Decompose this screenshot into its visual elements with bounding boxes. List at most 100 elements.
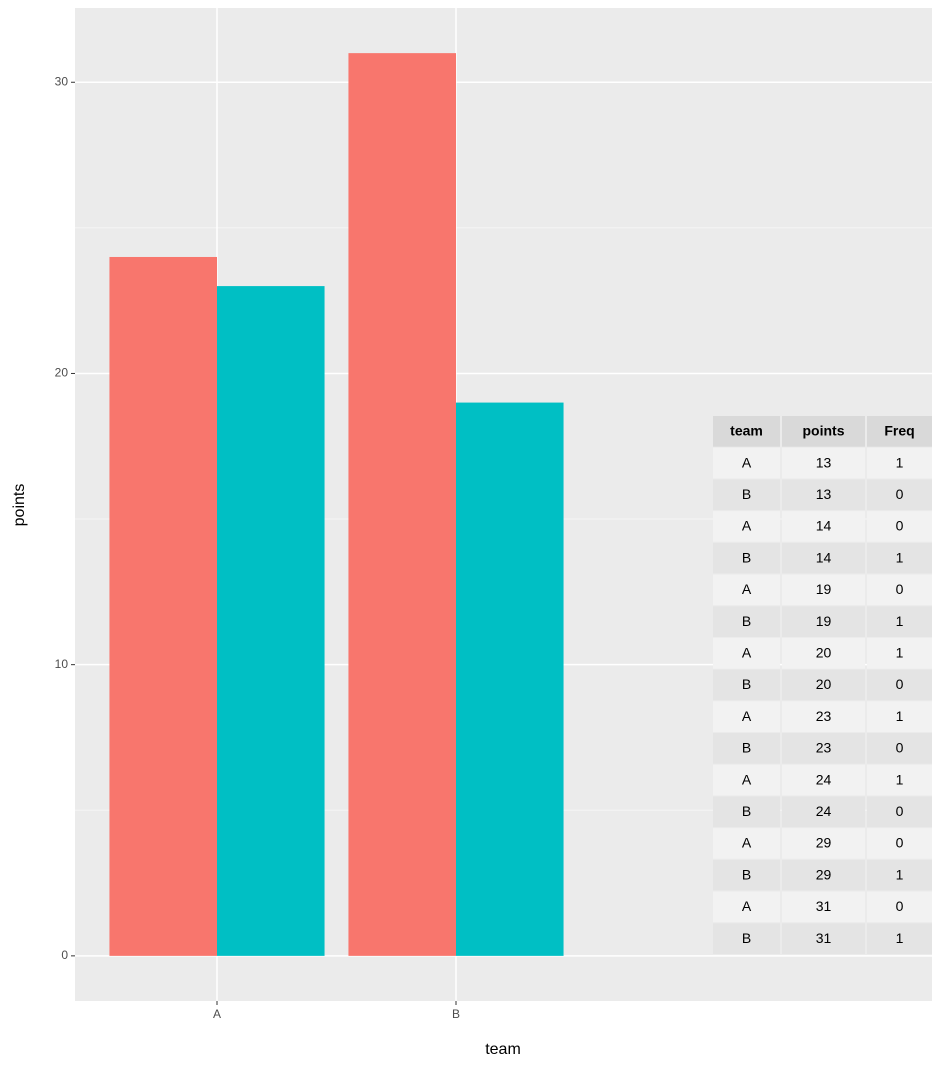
cell-text: 19: [816, 613, 832, 629]
cell-text: 24: [816, 803, 832, 819]
cell-text: B: [742, 549, 751, 565]
table-cell: [867, 606, 932, 637]
cell-text: 13: [816, 486, 832, 502]
cell-text: 0: [896, 740, 904, 756]
table-cell: [867, 859, 932, 891]
cell-text: 29: [816, 835, 832, 851]
header-cell: [782, 416, 865, 447]
cell-text: 23: [816, 740, 832, 756]
cell-text: 31: [816, 898, 832, 914]
x-tick-label: A: [213, 1007, 221, 1021]
cell-text: 1: [896, 454, 904, 470]
cell-text: B: [742, 930, 751, 946]
cell-text: B: [742, 866, 751, 882]
y-axis-title: points: [11, 484, 28, 527]
table-cell: [782, 701, 865, 732]
table-cell: [867, 447, 932, 479]
table-cell: [867, 891, 932, 923]
table-cell: [713, 637, 780, 669]
bar: [217, 286, 325, 956]
cell-text: 20: [816, 676, 832, 692]
y-tick-label: 20: [55, 366, 69, 380]
table-cell: [713, 511, 780, 542]
table-cell: [867, 511, 932, 542]
cell-text: 0: [896, 898, 904, 914]
table-cell: [867, 828, 932, 859]
cell-text: A: [742, 454, 752, 470]
table-cell: [782, 479, 865, 511]
table-cell: [867, 479, 932, 511]
cell-text: 29: [816, 866, 832, 882]
cell-text: 24: [816, 771, 832, 787]
table-cell: [867, 701, 932, 732]
cell-text: 1: [896, 930, 904, 946]
cell-text: 0: [896, 803, 904, 819]
cell-text: 14: [816, 549, 832, 565]
cell-text: 1: [896, 549, 904, 565]
y-tick-label: 30: [55, 74, 69, 88]
table-cell: [713, 479, 780, 511]
cell-text: A: [742, 644, 752, 660]
cell-text: 31: [816, 930, 832, 946]
table-cell: [782, 796, 865, 828]
cell-text: A: [742, 771, 752, 787]
table-cell: [713, 542, 780, 574]
cell-text: 0: [896, 676, 904, 692]
cell-text: B: [742, 676, 751, 692]
table-cell: [713, 923, 780, 954]
table-cell: [713, 796, 780, 828]
table-cell: [713, 733, 780, 764]
cell-text: 1: [896, 613, 904, 629]
header-cell: [713, 416, 780, 447]
table-cell: [782, 447, 865, 479]
cell-text: 0: [896, 835, 904, 851]
table-cell: [713, 447, 780, 479]
header-label: points: [803, 423, 845, 439]
table-cell: [782, 542, 865, 574]
y-tick-label: 10: [55, 657, 69, 671]
cell-text: B: [742, 803, 751, 819]
cell-text: B: [742, 613, 751, 629]
table-cell: [782, 828, 865, 859]
table-cell: [782, 891, 865, 923]
cell-text: 19: [816, 581, 832, 597]
table-cell: [782, 669, 865, 701]
header-cell: [867, 416, 932, 447]
table-cell: [782, 923, 865, 954]
table-cell: [713, 574, 780, 606]
table-cell: [867, 796, 932, 828]
marks: [109, 53, 564, 956]
cell-text: 1: [896, 644, 904, 660]
table-cell: [782, 606, 865, 637]
cell-text: 0: [896, 486, 904, 502]
header-label: team: [730, 423, 763, 439]
cell-text: A: [742, 898, 752, 914]
table-cell: [867, 637, 932, 669]
table-cell: [713, 606, 780, 637]
cell-text: 1: [896, 771, 904, 787]
table-cell: [713, 891, 780, 923]
cell-text: B: [742, 740, 751, 756]
header-label: Freq: [884, 423, 914, 439]
table-cell: [713, 859, 780, 891]
cell-text: A: [742, 708, 752, 724]
cell-text: 13: [816, 454, 832, 470]
table-cell: [867, 574, 932, 606]
table-cell: [782, 859, 865, 891]
cell-text: 0: [896, 518, 904, 534]
bar: [456, 402, 564, 956]
cell-text: 0: [896, 581, 904, 597]
cell-text: A: [742, 581, 752, 597]
cell-text: 20: [816, 644, 832, 660]
table-cell: [713, 701, 780, 732]
cell-text: 14: [816, 518, 832, 534]
bar: [109, 256, 217, 956]
y-tick-label: 0: [61, 948, 68, 962]
x-axis-title: team: [485, 1041, 521, 1058]
table-cell: [867, 542, 932, 574]
table-cell: [867, 764, 932, 796]
bar: [348, 53, 456, 956]
table-cell: [782, 764, 865, 796]
